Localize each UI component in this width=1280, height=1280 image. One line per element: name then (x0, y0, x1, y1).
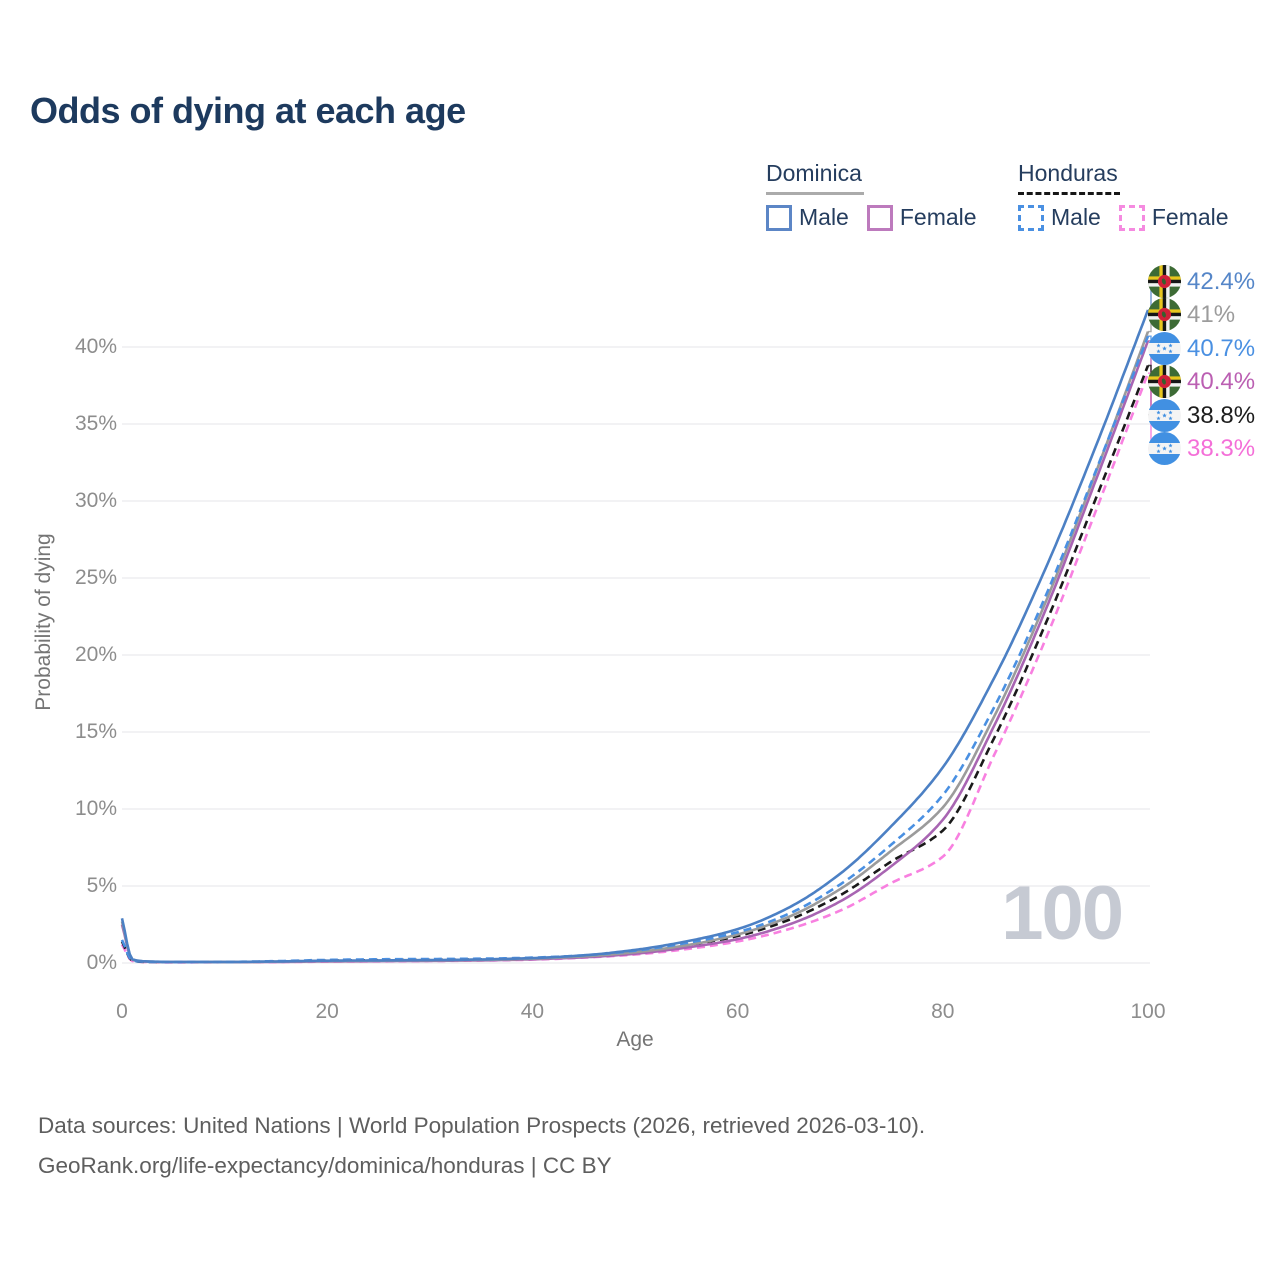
dominica-flag-icon (1148, 365, 1181, 398)
y-tick-label: 20% (74, 643, 117, 666)
y-tick-label: 35% (74, 412, 117, 435)
legend-item-dominica-female[interactable]: Female (866, 204, 977, 231)
chart-canvas (120, 280, 1152, 964)
legend-item-honduras-female[interactable]: Female (1118, 204, 1229, 231)
end-value-label: 40.4% (1187, 368, 1256, 395)
series-line-honduras-female[interactable] (120, 372, 1150, 964)
x-tick-label: 100 (1130, 1000, 1166, 1023)
legend-item-honduras-male[interactable]: Male (1018, 204, 1101, 231)
end-value-label: 38.8% (1187, 401, 1256, 429)
honduras-male-swatch-icon (1018, 204, 1044, 231)
end-value-label: 40.7% (1187, 334, 1256, 362)
y-tick-label: 25% (74, 566, 117, 589)
end-value-row-dominica-female: 40.4% (1148, 365, 1255, 398)
end-value-row-honduras-male: 40.7% (1148, 331, 1256, 365)
end-value-label: 41% (1187, 301, 1236, 328)
x-axis-title: Age (616, 1028, 654, 1051)
series-line-dominica-female[interactable] (120, 340, 1150, 964)
end-value-row-honduras-female: 38.3% (1148, 432, 1255, 465)
legend-item-label: Female (899, 204, 977, 230)
end-value-row-honduras-both: 38.8% (1148, 398, 1256, 432)
legend-group-dominica: Dominica Male Female (766, 160, 977, 231)
series-line-dominica-both[interactable] (120, 331, 1150, 964)
series-line-honduras-both[interactable] (120, 365, 1150, 964)
legend-item-dominica-male[interactable]: Male (766, 204, 849, 231)
legend-country-honduras[interactable]: Honduras (1018, 160, 1120, 195)
legend-group-honduras: Honduras Male Female (1018, 160, 1229, 231)
y-axis-title: Probability of dying (32, 533, 55, 711)
end-value-label: 42.4% (1187, 267, 1256, 295)
end-value-row-dominica-male: 42.4% (1148, 264, 1256, 298)
y-tick-label: 10% (74, 797, 117, 820)
dominica-female-swatch-icon (866, 204, 893, 231)
legend-country-dominica[interactable]: Dominica (766, 160, 864, 195)
honduras-female-swatch-icon (1118, 204, 1145, 231)
legend-item-label: Female (1151, 204, 1229, 230)
series-line-honduras-male[interactable] (120, 335, 1150, 964)
series-lines (120, 309, 1150, 964)
y-tick-label: 40% (74, 335, 117, 358)
y-tick-label: 15% (74, 720, 117, 743)
legend-item-label: Male (799, 204, 849, 230)
age-watermark: 100 (1001, 871, 1124, 956)
dominica-flag-icon (1148, 298, 1181, 331)
end-value-row-dominica-both: 41% (1148, 298, 1235, 331)
gridlines (122, 346, 1150, 964)
legend-item-label: Male (1051, 204, 1101, 230)
y-tick-label: 30% (74, 489, 117, 512)
honduras-flag-icon (1148, 331, 1181, 365)
page-title: Odds of dying at each age (30, 90, 466, 131)
y-tick-label: 5% (86, 874, 117, 897)
x-tick-label: 20 (315, 1000, 339, 1023)
dominica-male-swatch-icon (766, 204, 792, 231)
x-tick-label: 80 (931, 1000, 955, 1023)
x-tick-label: 60 (725, 1000, 750, 1023)
footer-sources: Data sources: United Nations | World Pop… (38, 1113, 926, 1138)
footer: Data sources: United Nations | World Pop… (38, 1106, 925, 1186)
honduras-flag-icon (1148, 398, 1181, 432)
end-value-label: 38.3% (1187, 435, 1256, 462)
honduras-flag-icon (1148, 432, 1181, 465)
series-line-dominica-male[interactable] (120, 309, 1150, 964)
footer-attribution: GeoRank.org/life-expectancy/dominica/hon… (38, 1153, 612, 1178)
dominica-flag-icon (1148, 264, 1181, 298)
x-tick-label: 40 (520, 1000, 545, 1023)
y-tick-label: 0% (86, 951, 117, 974)
x-tick-label: 0 (116, 1000, 128, 1023)
